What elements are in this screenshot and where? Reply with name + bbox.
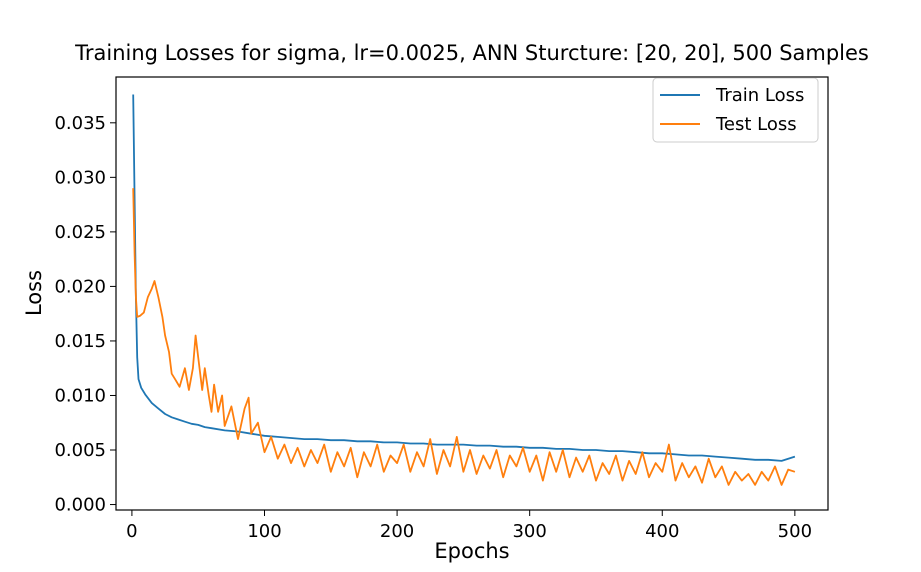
series-layer [132,94,796,486]
train-loss-line [132,94,796,462]
y-tick-label: 0.030 [54,167,106,188]
x-tick-label: 0 [126,521,137,542]
x-tick-label: 200 [380,521,414,542]
x-axis: 0 100 200 300 400 500 [126,510,812,542]
legend: Train Loss Test Loss [652,77,819,143]
x-tick-label: 500 [778,521,812,542]
y-tick-label: 0.015 [54,331,106,352]
x-tick-label: 300 [512,521,546,542]
chart-title: Training Losses for sigma, lr=0.0025, AN… [74,41,869,65]
x-axis-label: Epochs [434,539,509,563]
test-loss-line [132,188,796,486]
x-tick-label: 100 [247,521,281,542]
legend-label-test: Test Loss [715,114,797,135]
legend-label-train: Train Loss [715,85,804,106]
y-tick-label: 0.025 [54,222,106,243]
y-tick-label: 0.000 [54,495,106,516]
y-tick-label: 0.005 [54,440,106,461]
y-tick-label: 0.035 [54,113,106,134]
y-tick-label: 0.010 [54,385,106,406]
plot-frame [115,76,829,511]
x-tick-label: 400 [645,521,679,542]
y-axis: 0.000 0.005 0.010 0.015 0.020 0.025 0.030 0.035 [54,113,116,516]
y-axis-label: Loss [22,270,46,316]
y-tick-label: 0.020 [54,276,106,297]
